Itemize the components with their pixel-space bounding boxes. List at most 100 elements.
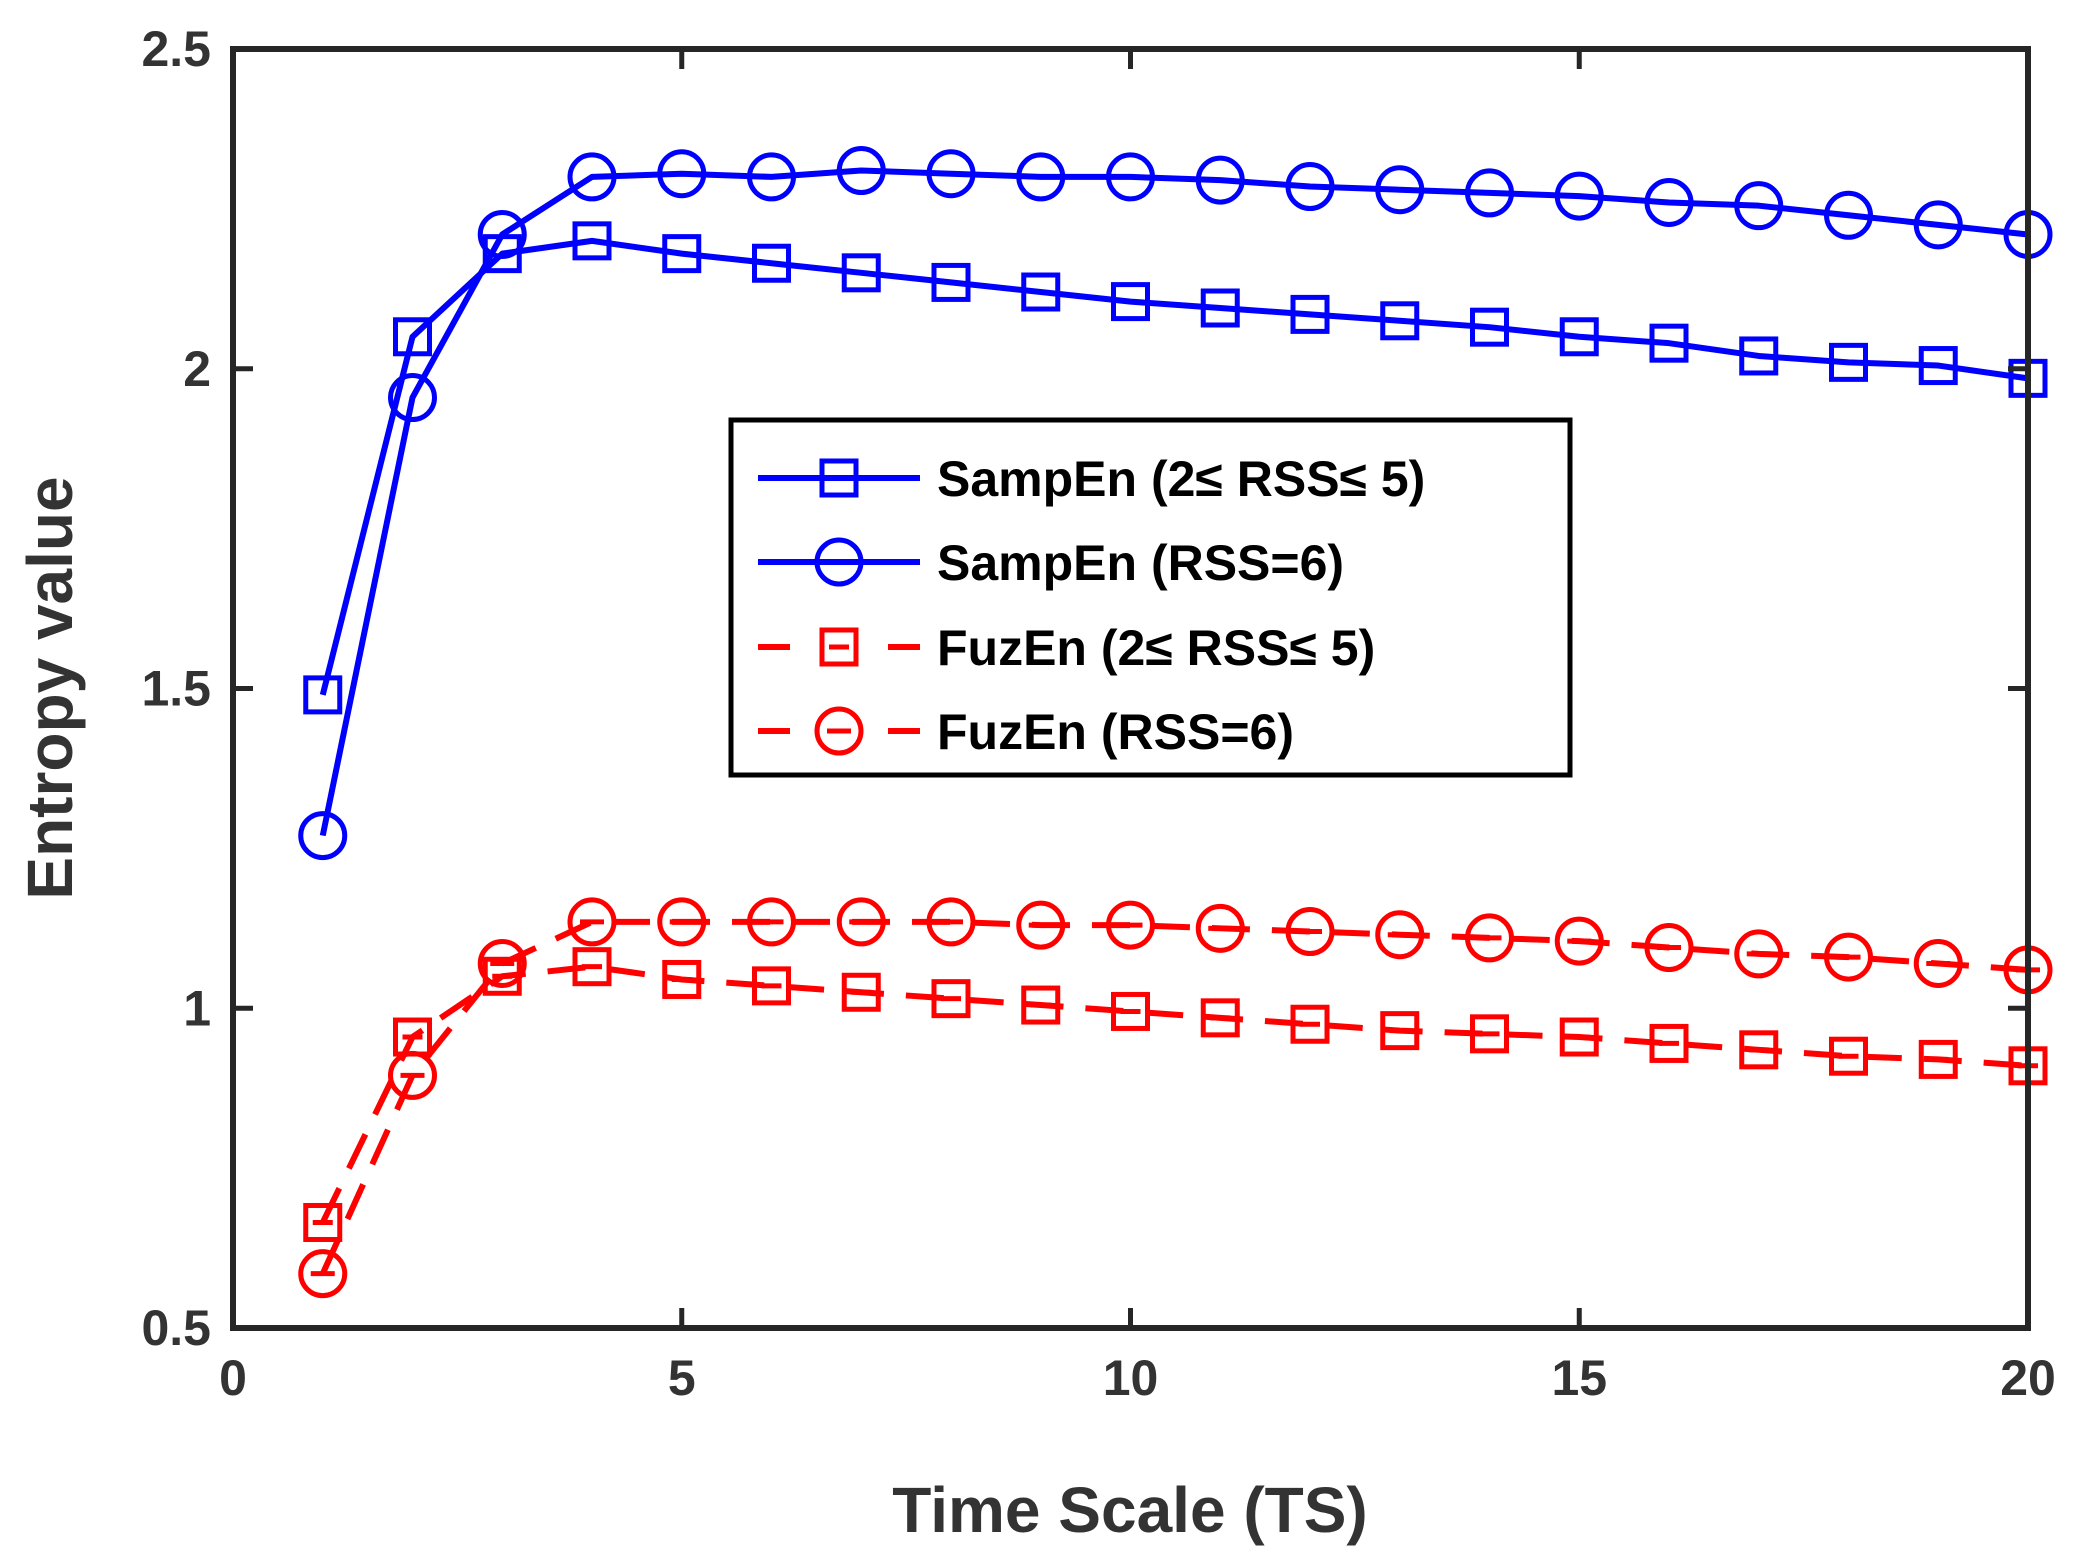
data-point-marker xyxy=(1554,916,1604,966)
y-tick-label: 1.5 xyxy=(141,661,211,717)
legend-label: FuzEn (2≤ RSS≤ 5) xyxy=(937,620,1375,676)
data-point-marker xyxy=(567,897,617,947)
tick-layer: 0 5 10 15 20 0.5 1 1.5 2 2.5 xyxy=(141,21,2055,1406)
data-point-marker xyxy=(1016,900,1066,950)
y-tick-label: 2 xyxy=(183,341,211,397)
data-point-marker xyxy=(1465,168,1514,218)
data-point-marker xyxy=(388,1050,437,1100)
data-point-marker xyxy=(1649,323,1689,363)
y-tick-label: 2.5 xyxy=(141,21,211,77)
y-tick-label: 1 xyxy=(183,980,211,1036)
data-point-marker xyxy=(1824,932,1873,982)
x-axis-label: Time Scale (TS) xyxy=(892,1474,1367,1546)
data-point-marker xyxy=(926,149,976,199)
data-point-marker xyxy=(298,811,348,861)
data-point-marker xyxy=(1106,152,1155,202)
x-tick-label: 0 xyxy=(219,1350,247,1406)
data-point-marker xyxy=(1829,342,1868,382)
legend-marker xyxy=(819,458,859,498)
series-line xyxy=(320,918,2029,1275)
x-tick-label: 20 xyxy=(2000,1350,2056,1406)
data-point-marker xyxy=(1285,907,1335,957)
data-point-marker xyxy=(1195,155,1245,205)
data-point-marker xyxy=(1465,913,1514,963)
data-point-marker xyxy=(926,897,976,947)
data-point-marker xyxy=(752,243,791,283)
data-point-marker xyxy=(1734,181,1784,231)
data-point-marker xyxy=(836,146,886,196)
data-point-marker xyxy=(1739,336,1779,376)
x-tick-label: 10 xyxy=(1103,1350,1159,1406)
data-point-marker xyxy=(1739,1030,1779,1070)
data-point-marker xyxy=(477,209,527,259)
data-point-marker xyxy=(931,979,971,1019)
legend-label: SampEn (2≤ RSS≤ 5) xyxy=(937,451,1425,507)
data-point-marker xyxy=(1470,307,1509,347)
series-line xyxy=(319,167,2029,837)
data-point-marker xyxy=(303,1202,343,1242)
y-axis-label: Entropy value xyxy=(14,476,86,899)
data-point-marker xyxy=(931,262,971,302)
data-point-marker xyxy=(1913,200,1963,250)
legend-marker xyxy=(814,537,864,587)
data-point-marker xyxy=(572,947,612,987)
legend: SampEn (2≤ RSS≤ 5) SampEn (RSS=6) FuzEn (2… xyxy=(728,417,1573,778)
data-point-marker xyxy=(747,152,796,202)
legend-entry-sampen-2-rss-5: SampEn (2≤ RSS≤ 5) xyxy=(758,451,1425,507)
series-fuzen-2-rss-5 xyxy=(303,947,2048,1242)
data-point-marker xyxy=(477,938,527,988)
data-point-marker xyxy=(1111,282,1150,322)
series-fuzen-rss-6 xyxy=(298,897,2053,1299)
data-point-marker xyxy=(1380,1011,1420,1051)
data-point-marker xyxy=(1375,165,1425,215)
data-point-marker xyxy=(1559,317,1599,357)
data-point-marker xyxy=(1559,1017,1599,1057)
data-point-marker xyxy=(1649,1023,1689,1063)
data-point-marker xyxy=(393,317,432,357)
data-point-marker xyxy=(1734,929,1784,979)
data-point-marker xyxy=(747,897,796,947)
legend-label: SampEn (RSS=6) xyxy=(937,535,1344,591)
data-point-marker xyxy=(1195,903,1245,953)
data-point-marker xyxy=(1285,161,1335,211)
data-point-marker xyxy=(1380,301,1420,341)
data-point-marker xyxy=(1918,1039,1958,1079)
data-point-marker xyxy=(1111,991,1150,1031)
data-point-marker xyxy=(841,972,881,1012)
data-point-marker xyxy=(1829,1036,1868,1076)
data-point-marker xyxy=(1470,1014,1509,1054)
series-sampen-2-rss-5 xyxy=(303,221,2048,715)
data-point-marker xyxy=(1375,910,1425,960)
data-point-marker xyxy=(657,149,707,199)
legend-entry-fuzen-2-rss-5: FuzEn (2≤ RSS≤ 5) xyxy=(758,620,1375,676)
data-point-marker xyxy=(1824,190,1873,240)
data-point-marker xyxy=(1644,922,1694,972)
data-point-marker xyxy=(567,152,617,202)
y-tick-label: 0.5 xyxy=(141,1300,211,1356)
data-point-marker xyxy=(1106,900,1155,950)
data-point-marker xyxy=(1918,346,1958,386)
data-point-marker xyxy=(1021,272,1061,312)
data-point-marker xyxy=(572,221,612,261)
data-point-marker xyxy=(657,897,707,947)
data-point-marker xyxy=(1200,998,1240,1038)
data-point-marker xyxy=(662,234,702,274)
data-point-marker xyxy=(1644,177,1694,227)
data-point-marker xyxy=(1290,294,1330,334)
data-point-marker xyxy=(662,959,702,999)
data-point-marker xyxy=(1200,288,1240,328)
data-point-marker xyxy=(303,675,343,715)
legend-marker xyxy=(819,627,859,667)
data-point-marker xyxy=(1021,985,1061,1025)
series-sampen-rss-6 xyxy=(298,146,2053,861)
data-point-marker xyxy=(752,966,791,1006)
data-point-marker xyxy=(841,253,881,293)
data-point-marker xyxy=(836,897,886,947)
series-layer xyxy=(298,146,2053,1299)
series-line xyxy=(320,963,2029,1224)
x-tick-label: 5 xyxy=(668,1350,696,1406)
legend-entry-fuzen-rss-6: FuzEn (RSS=6) xyxy=(758,704,1294,760)
data-point-marker xyxy=(388,373,437,423)
data-point-marker xyxy=(1290,1004,1330,1044)
